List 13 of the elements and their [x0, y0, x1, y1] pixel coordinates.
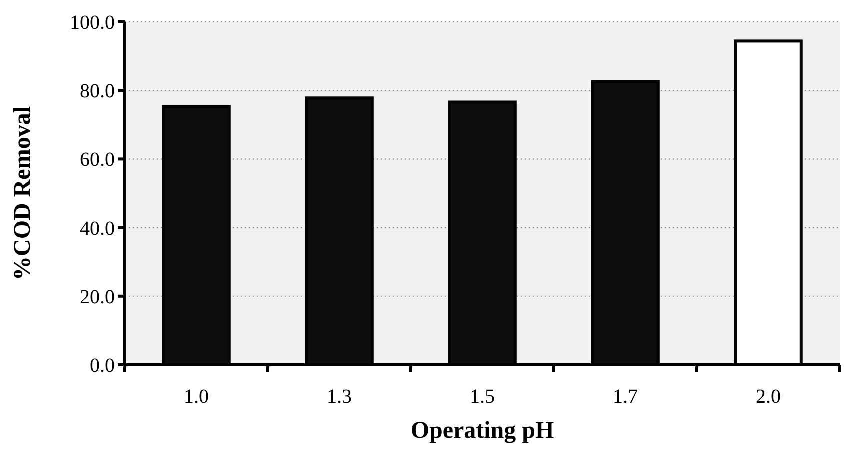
x-axis-title: Operating pH	[410, 418, 555, 444]
y-axis-title: %COD Removal	[10, 106, 36, 280]
x-tick-label: 1.7	[613, 386, 638, 408]
x-tick-label: 1.3	[327, 386, 352, 408]
x-tick-label: 2.0	[756, 386, 781, 408]
x-tick-label: 1.5	[470, 386, 495, 408]
y-tick-label: 80.0	[80, 80, 115, 103]
y-tick-label: 40.0	[80, 218, 115, 240]
y-tick-label: 100.0	[70, 12, 115, 34]
x-tick-label: 1.0	[184, 386, 209, 408]
y-tick-label: 0.0	[90, 355, 115, 377]
y-tick-label: 60.0	[80, 149, 115, 172]
y-tick-label: 20.0	[80, 286, 115, 308]
